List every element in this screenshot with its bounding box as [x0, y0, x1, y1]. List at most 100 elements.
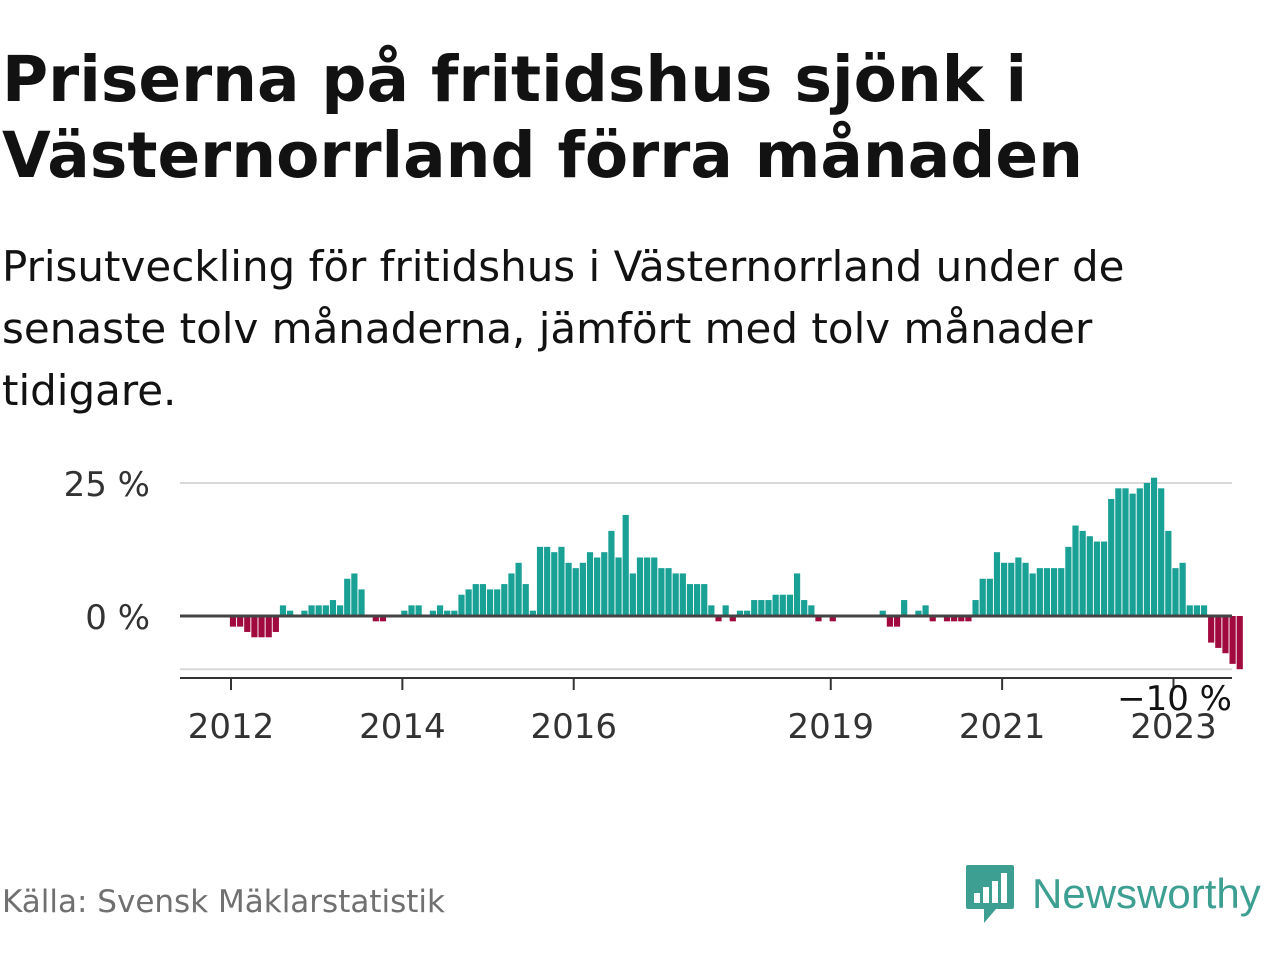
bar [258, 616, 265, 638]
x-tick-label: 2023 [1130, 707, 1217, 747]
bar [244, 616, 251, 632]
bar [372, 616, 379, 622]
price-change-chart: 25 % 0 % −10 % 2012 2014 2016 2019 2021 2023 [64, 465, 1243, 747]
bar [758, 600, 765, 616]
brand-name: Newsworthy [1032, 870, 1261, 917]
bar [1022, 562, 1029, 616]
bar [608, 530, 615, 616]
bar [315, 605, 322, 616]
bar [829, 616, 836, 622]
bar [301, 610, 308, 616]
bar [786, 594, 794, 616]
bar [979, 578, 986, 616]
bar [579, 562, 586, 616]
axis-layer [180, 614, 1232, 690]
bar [915, 610, 922, 616]
bar [229, 616, 237, 627]
bar [922, 605, 929, 616]
bar [436, 605, 444, 616]
bar [1165, 530, 1172, 616]
bar [1179, 562, 1186, 616]
bar [265, 616, 272, 638]
bar [1158, 488, 1165, 616]
bar [1222, 616, 1229, 654]
bar [1065, 546, 1072, 616]
bar [1236, 616, 1243, 670]
bar [572, 568, 579, 616]
bar [494, 589, 501, 616]
bar [358, 589, 365, 616]
bar [379, 616, 387, 622]
bar [651, 557, 658, 616]
bar [1100, 541, 1108, 616]
bar [272, 616, 279, 632]
bar [986, 578, 993, 616]
y-tick-label: 0 % [85, 598, 150, 638]
bar [1193, 605, 1200, 616]
brand-logo[interactable]: Newsworthy [964, 862, 1261, 926]
bar [644, 557, 651, 616]
bar [551, 552, 558, 616]
bar [594, 557, 601, 616]
bar [1072, 525, 1079, 616]
source-note: Källa: Svensk Mäklarstatistik [2, 884, 445, 920]
x-tick-label: 2021 [959, 707, 1046, 747]
bar [1108, 498, 1115, 616]
bar [743, 610, 751, 616]
bar [351, 573, 358, 616]
bar [1036, 568, 1043, 616]
bar [479, 584, 486, 616]
bar [451, 610, 458, 616]
bar [508, 573, 515, 616]
bar [308, 605, 315, 616]
bar [601, 552, 608, 616]
bar [772, 594, 779, 616]
bar [444, 610, 451, 616]
bar [558, 546, 565, 616]
bar [1150, 477, 1158, 616]
bar [815, 616, 822, 622]
y-tick-label: 25 % [64, 465, 150, 505]
bar [1122, 488, 1129, 616]
bar [1051, 568, 1058, 616]
bar [472, 584, 479, 616]
bar [1086, 536, 1093, 616]
bar [629, 573, 636, 616]
x-tick-label: 2016 [530, 707, 617, 747]
bar [886, 616, 893, 627]
bar [1215, 616, 1222, 648]
bar [765, 600, 772, 616]
bar [1029, 573, 1036, 616]
bar [1186, 605, 1193, 616]
bar [665, 568, 672, 616]
bar [1172, 568, 1179, 616]
bar [1200, 605, 1208, 616]
bar [929, 616, 936, 622]
bar [287, 610, 294, 616]
bar [279, 605, 287, 616]
bar [993, 552, 1001, 616]
bar [1015, 557, 1022, 616]
bar [458, 594, 465, 616]
bar [679, 573, 686, 616]
bar [1001, 562, 1008, 616]
bar [951, 616, 958, 622]
bar [965, 616, 972, 622]
bar [522, 584, 529, 616]
bar [465, 589, 472, 616]
bar [893, 616, 901, 627]
bar [1143, 483, 1151, 616]
bar [808, 605, 815, 616]
bar [408, 605, 415, 616]
bar-chart-speech-bubble-icon [966, 865, 1014, 923]
bar [1079, 530, 1086, 616]
bar [1129, 493, 1136, 616]
y-tick-label: −10 % [1117, 679, 1232, 719]
bar [636, 557, 644, 616]
bar [615, 557, 622, 616]
x-tick-label: 2014 [359, 707, 446, 747]
bar [486, 589, 494, 616]
bar [801, 600, 808, 616]
x-tick-label: 2019 [787, 707, 874, 747]
bar [701, 584, 708, 616]
